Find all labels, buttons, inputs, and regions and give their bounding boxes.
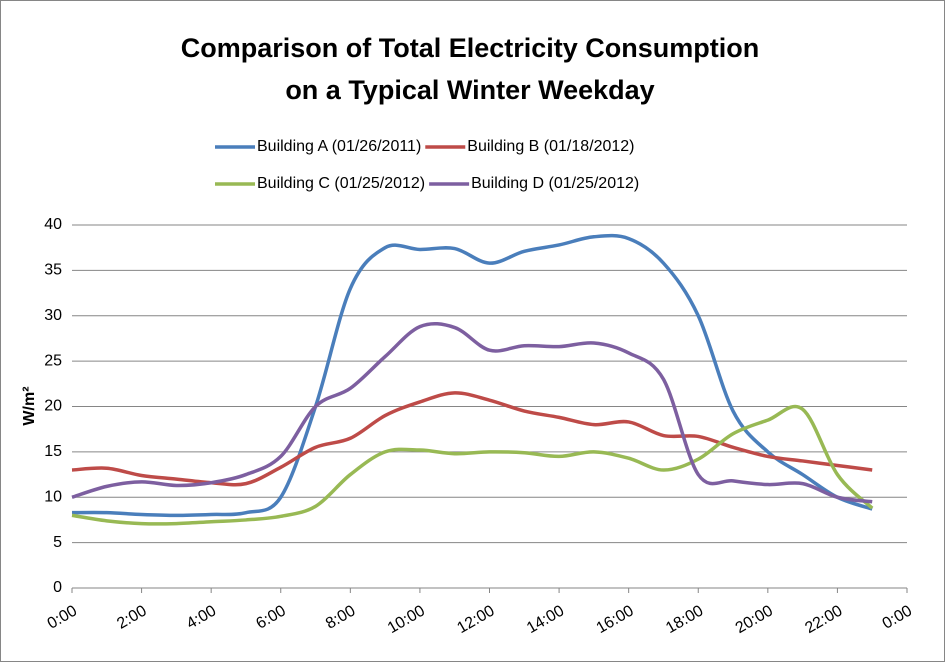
legend-label: Building B (01/18/2012) (467, 138, 634, 155)
series-line (71, 322, 873, 504)
y-tick-label: 30 (44, 307, 62, 324)
y-tick-label: 15 (44, 443, 62, 460)
y-tick-label: 35 (44, 262, 62, 279)
y-tick-label: 25 (44, 352, 62, 369)
y-tick-label: 40 (44, 216, 62, 233)
legend-label: Building C (01/25/2012) (257, 175, 425, 192)
y-tick-label: 0 (53, 579, 62, 596)
y-tick-label: 10 (44, 488, 62, 505)
chart-title: on a Typical Winter Weekday (285, 75, 654, 105)
series-line (71, 233, 873, 518)
y-axis-label: W/m² (21, 386, 38, 425)
chart-title: Comparison of Total Electricity Consumpt… (181, 33, 760, 63)
series-line (71, 404, 874, 526)
y-tick-label: 20 (44, 398, 62, 415)
legend-label: Building D (01/25/2012) (471, 175, 639, 192)
y-tick-label: 5 (53, 534, 62, 551)
legend-label: Building A (01/26/2011) (257, 138, 421, 155)
